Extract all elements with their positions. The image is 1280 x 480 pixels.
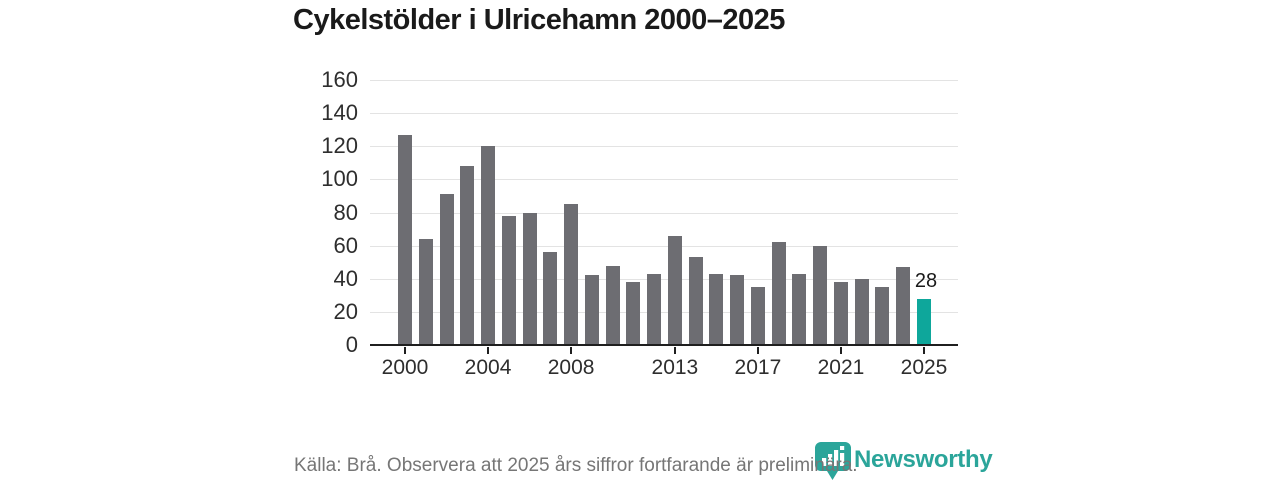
gridline-140 [370,113,958,115]
y-axis-tick-label-120: 120 [321,133,358,159]
x-axis-tick-2021 [839,347,842,354]
chart-title: Cykelstölder i Ulricehamn 2000–2025 [293,4,785,36]
gridline-20 [370,311,958,313]
bar-2010 [605,265,620,345]
bar-2003 [460,166,475,345]
y-axis-tick-label-100: 100 [321,166,358,192]
y-axis-tick-label-20: 20 [333,298,358,324]
bar-2000 [398,134,412,345]
gridline-80 [370,212,958,214]
x-axis-tick-label-2013: 2013 [651,356,699,379]
bar-2016 [730,275,745,345]
bar-2005 [501,215,516,345]
source-note: Källa: Brå. Observera att 2025 års siffr… [294,455,858,476]
bar-2001 [418,239,433,345]
x-axis-line [370,344,958,346]
x-axis-tick-2025 [923,347,925,354]
bar-2002 [439,194,454,345]
x-axis-tick-label-2017: 2017 [734,356,782,379]
gridline-40 [370,278,958,280]
bar-2008 [564,204,579,345]
newsworthy-barchart-bubble-icon [815,442,851,480]
bar-2004 [481,146,496,345]
y-axis-tick-label-140: 140 [321,100,358,126]
bar-2020 [813,245,828,345]
bar-2007 [543,252,558,345]
highlight-value-label: 28 [914,269,938,292]
y-axis-tick-label-80: 80 [333,199,358,225]
plot-area: 0 20 40 60 80 100 120 140 160 2000 2004 2008 2013 201… [321,67,958,379]
bar-2023 [875,287,890,345]
gridline-100 [370,179,958,181]
x-axis-tick-label-2021: 2021 [817,356,865,379]
x-axis-tick-2017 [756,347,759,354]
gridline-160 [370,80,958,81]
gridline-120 [370,146,958,148]
x-axis-tick-label-2008: 2008 [547,356,595,379]
bar-2006 [522,212,537,345]
x-axis-tick-2000 [404,347,406,354]
bar-2025 [917,298,931,345]
gridline-60 [370,245,958,247]
x-axis-tick-2004 [487,347,490,354]
y-axis-tick-label-160: 160 [321,67,358,92]
newsworthy-wordmark: Newsworthy [854,446,993,473]
bar-2012 [647,273,662,345]
bar-2009 [584,275,599,345]
y-axis-tick-label-40: 40 [333,265,358,291]
bar-2022 [854,278,869,345]
bar-2024 [896,267,911,345]
bar-2017 [750,287,765,345]
x-axis-tick-label-2000: 2000 [381,356,429,379]
bar-2019 [792,273,807,345]
y-axis-tick-label-0: 0 [345,332,358,357]
bar-2014 [688,257,703,345]
x-axis-tick-2013 [673,347,676,354]
x-axis-tick-label-2025: 2025 [900,356,948,379]
bar-2018 [771,242,786,345]
x-axis-tick-label-2004: 2004 [464,356,512,379]
bar-2021 [833,282,848,345]
bar-2015 [709,273,724,345]
bar-2011 [626,282,641,345]
bar-2013 [667,235,682,345]
y-axis-tick-label-60: 60 [333,232,358,258]
x-axis-tick-2008 [570,347,573,354]
